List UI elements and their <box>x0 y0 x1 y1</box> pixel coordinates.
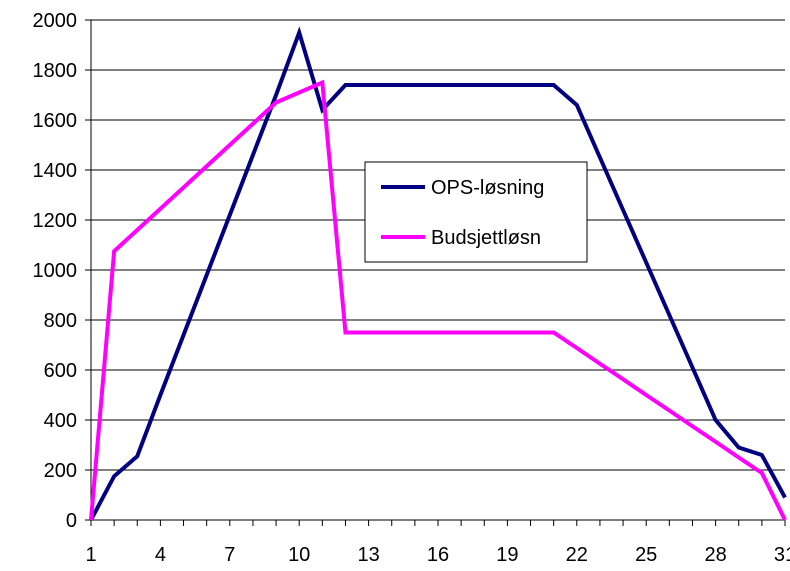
y-tick-label: 400 <box>44 410 77 432</box>
x-tick-label: 19 <box>496 544 518 566</box>
x-tick-label: 7 <box>224 544 235 566</box>
series-line-1 <box>91 33 785 521</box>
y-tick-label: 1800 <box>33 60 78 82</box>
x-tick-label: 1 <box>85 544 96 566</box>
tick-labels: 0 200 400 600 800 1000 1200 1400 1600 1800 2000 1 4 7… <box>33 10 790 566</box>
y-tick-label: 2000 <box>33 10 78 32</box>
x-tick-label: 25 <box>635 544 657 566</box>
legend: OPS-løsning Budsjettløsn <box>365 162 587 262</box>
y-tick-label: 1600 <box>33 110 78 132</box>
x-tick-label: 22 <box>566 544 588 566</box>
y-tick-label: 1400 <box>33 160 78 182</box>
x-tick-label: 31 <box>774 544 790 566</box>
x-tick-label: 28 <box>704 544 726 566</box>
x-tick-label: 13 <box>357 544 379 566</box>
y-tick-label: 1200 <box>33 210 78 232</box>
y-tick-label: 1000 <box>33 260 78 282</box>
x-tick-label: 10 <box>288 544 310 566</box>
y-tick-label: 200 <box>44 460 77 482</box>
legend-label: Budsjettløsn <box>431 227 541 249</box>
y-tick-label: 800 <box>44 310 77 332</box>
x-tick-label: 16 <box>427 544 449 566</box>
x-tick-label: 4 <box>155 544 166 566</box>
axes <box>85 20 785 526</box>
legend-label: OPS-løsning <box>431 177 544 199</box>
series-lines <box>91 33 785 521</box>
y-tick-label: 600 <box>44 360 77 382</box>
y-tick-label: 0 <box>66 510 77 532</box>
